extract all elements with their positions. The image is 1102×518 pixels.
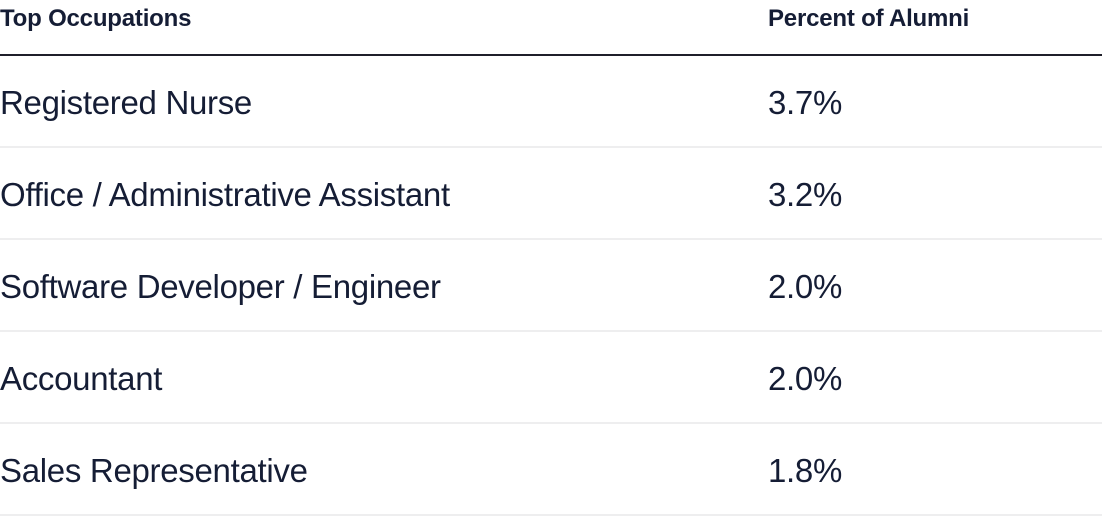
table-row: Software Developer / Engineer 2.0% bbox=[0, 240, 1102, 332]
occupation-cell: Software Developer / Engineer bbox=[0, 268, 441, 305]
percent-cell: 3.2% bbox=[768, 176, 843, 213]
percent-cell: 3.7% bbox=[768, 84, 843, 121]
header-percent-of-alumni: Percent of Alumni bbox=[768, 5, 970, 32]
table-row: Sales Representative 1.8% bbox=[0, 424, 1102, 516]
header-top-occupations: Top Occupations bbox=[0, 5, 192, 32]
table-row: Office / Administrative Assistant 3.2% bbox=[0, 148, 1102, 240]
occupation-cell: Sales Representative bbox=[0, 452, 308, 489]
occupation-cell: Office / Administrative Assistant bbox=[0, 176, 450, 213]
percent-cell: 2.0% bbox=[768, 360, 843, 397]
table-row: Registered Nurse 3.7% bbox=[0, 56, 1102, 148]
table-header-row: Top Occupations Percent of Alumni bbox=[0, 0, 1102, 56]
table-row: Accountant 2.0% bbox=[0, 332, 1102, 424]
percent-cell: 2.0% bbox=[768, 268, 843, 305]
occupation-cell: Accountant bbox=[0, 360, 163, 397]
occupation-cell: Registered Nurse bbox=[0, 84, 252, 121]
percent-cell: 1.8% bbox=[768, 452, 843, 489]
